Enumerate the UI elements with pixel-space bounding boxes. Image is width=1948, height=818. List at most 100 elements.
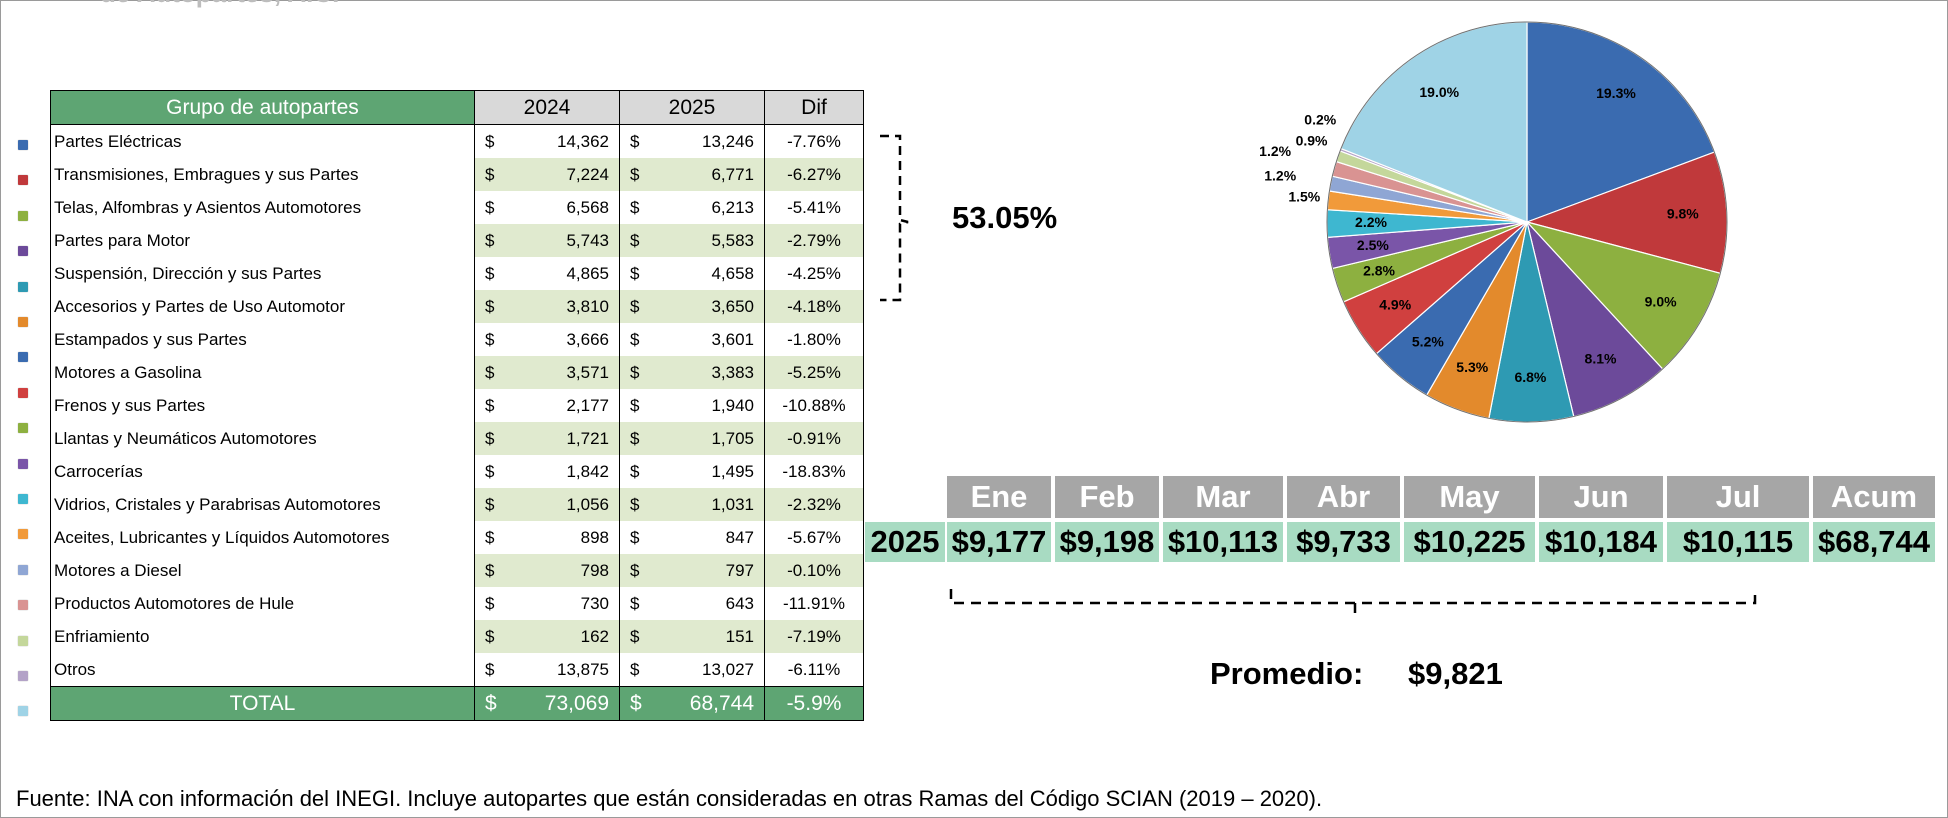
legend-marker	[18, 458, 28, 469]
month-value: $10,184	[1539, 522, 1663, 562]
legend-marker	[18, 671, 28, 681]
pie-data-label: 5.2%	[1412, 333, 1444, 349]
row-name: Carrocerías	[50, 455, 475, 488]
month-header: Ene	[947, 476, 1051, 518]
row-dif: -1.80%	[764, 323, 864, 356]
row-currency-2025: $	[619, 620, 650, 653]
row-currency-2024: $	[485, 263, 495, 283]
row-name: Accesorios y Partes de Uso Automotor	[50, 290, 475, 323]
row-name: Motores a Gasolina	[50, 356, 475, 389]
row-currency-2025: $	[619, 488, 650, 521]
total-row: TOTAL $73,069 $68,744 -5.9%	[50, 686, 864, 721]
pie-outline	[1326, 21, 1728, 423]
legend-marker	[18, 494, 28, 504]
header-2024: 2024	[474, 90, 620, 125]
legend-marker	[18, 210, 28, 221]
row-value-2024: 2,177	[505, 389, 620, 422]
row-name: Llantas y Neumáticos Automotores	[50, 422, 475, 455]
row-currency-2025: $	[630, 461, 640, 481]
month-value: $10,115	[1667, 522, 1809, 562]
row-currency-2025: $	[630, 263, 640, 283]
average-label: Promedio:	[1210, 656, 1364, 691]
total-currency-2024: $	[474, 686, 505, 721]
slide-title-fragment: de Autopartes, A.C.	[100, 0, 339, 9]
row-name: Estampados y sus Partes	[50, 323, 475, 356]
row-value-2025: 3,383	[650, 356, 765, 389]
row-dif: -5.67%	[764, 521, 864, 554]
row-currency-2024: $	[474, 290, 505, 323]
month-value: $9,198	[1055, 522, 1159, 562]
table-row: Enfriamiento $162 $151 -7.19%	[50, 620, 864, 653]
row-value-2024: 4,865	[505, 257, 620, 290]
month-header: Mar	[1163, 476, 1283, 518]
row-value-2025: 797	[650, 554, 765, 587]
legend-marker	[18, 281, 28, 292]
row-currency-2024: $	[474, 620, 505, 653]
row-currency-2024: $	[474, 422, 505, 455]
pie-data-label: 6.8%	[1514, 369, 1546, 385]
row-dif: -2.32%	[764, 488, 864, 521]
row-value-2025: 6,771	[650, 158, 765, 191]
row-value-2024: 3,571	[505, 356, 620, 389]
row-value-2024: 1,056	[505, 488, 620, 521]
row-currency-2025: $	[619, 224, 650, 257]
total-label: TOTAL	[50, 686, 475, 721]
legend-marker	[18, 529, 28, 540]
row-value-2025: 1,031	[650, 488, 765, 521]
row-value-2024: 798	[505, 554, 620, 587]
row-currency-2025: $	[630, 527, 640, 547]
legend-marker	[18, 600, 28, 611]
row-dif: -7.76%	[764, 124, 864, 158]
month-header: Acum	[1813, 476, 1935, 518]
row-value-2024: 1,721	[505, 422, 620, 455]
monthly-year: 2025	[865, 522, 945, 562]
row-dif: -5.25%	[764, 356, 864, 389]
row-value-2024: 6,568	[505, 191, 620, 224]
row-name: Motores a Diesel	[50, 554, 475, 587]
month-value: $9,733	[1287, 522, 1400, 562]
pie-data-label: 2.2%	[1355, 214, 1387, 230]
row-currency-2024: $	[485, 329, 495, 349]
month-header: Abr	[1287, 476, 1400, 518]
row-value-2025: 3,601	[650, 323, 765, 356]
row-name: Aceites, Lubricantes y Líquidos Automoto…	[50, 521, 475, 554]
header-2025: 2025	[619, 90, 765, 125]
row-value-2025: 1,495	[650, 455, 765, 488]
row-name: Telas, Alfombras y Asientos Automotores	[50, 191, 475, 224]
row-currency-2024: $	[485, 593, 495, 613]
row-currency-2024: $	[474, 653, 505, 687]
row-dif: -18.83%	[764, 455, 864, 488]
row-currency-2025: $	[619, 290, 650, 323]
row-currency-2024: $	[485, 527, 495, 547]
pie-data-label: 4.9%	[1379, 296, 1411, 312]
legend-marker	[18, 706, 28, 717]
row-name: Enfriamiento	[50, 620, 475, 653]
month-header: Feb	[1055, 476, 1159, 518]
month-value: $10,113	[1163, 522, 1283, 562]
row-currency-2025: $	[619, 422, 650, 455]
legend-marker	[18, 246, 28, 257]
row-value-2025: 3,650	[650, 290, 765, 323]
row-value-2025: 6,213	[650, 191, 765, 224]
row-value-2025: 1,940	[650, 389, 765, 422]
row-currency-2025: $	[619, 554, 650, 587]
top5-share-label: 53.05%	[952, 200, 1058, 235]
pie-svg: 19.3% 9.8% 9.0% 8.1% 6.8% 5.3% 5.2% 4.9% 2.8% 2.5…	[1259, 21, 1728, 423]
table-row: Estampados y sus Partes $3,666 $3,601 -1.80…	[50, 323, 864, 356]
row-currency-2024: $	[485, 461, 495, 481]
row-value-2024: 730	[505, 587, 620, 620]
pie-data-label: 9.0%	[1645, 294, 1677, 310]
pie-data-label: 19.0%	[1419, 84, 1459, 100]
table-row: Aceites, Lubricantes y Líquidos Automoto…	[50, 521, 864, 554]
row-currency-2024: $	[485, 395, 495, 415]
row-value-2024: 7,224	[505, 158, 620, 191]
row-currency-2025: $	[630, 593, 640, 613]
row-value-2025: 13,246	[650, 124, 765, 158]
pie-chart: 19.3% 9.8% 9.0% 8.1% 6.8% 5.3% 5.2% 4.9% 2.8% 2.5…	[1250, 0, 1770, 445]
total-value-2024: 73,069	[505, 686, 620, 721]
row-currency-2024: $	[485, 197, 495, 217]
table-row: Suspensión, Dirección y sus Partes $4,865…	[50, 257, 864, 290]
legend-marker	[18, 423, 28, 434]
row-name: Frenos y sus Partes	[50, 389, 475, 422]
table-header-row: Grupo de autopartes 2024 2025 Dif	[50, 90, 864, 125]
